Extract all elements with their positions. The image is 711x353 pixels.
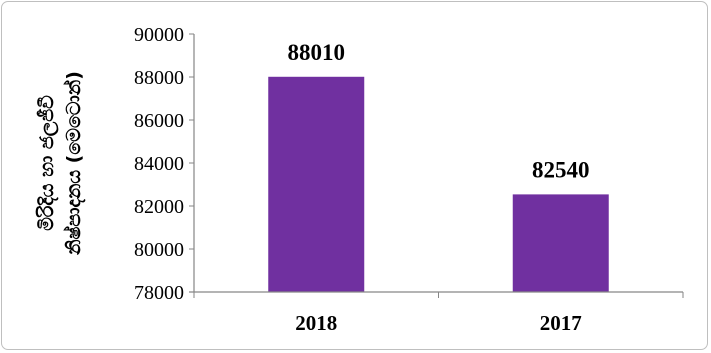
x-category-label: 2017 <box>540 311 582 335</box>
y-axis-title: මිරිදිය හා ජලජීවී නිෂ්පාදනය (මෙටොන්) <box>36 71 86 256</box>
y-tick-label: 90000 <box>134 24 184 46</box>
data-labels: 88010 82540 <box>288 40 590 183</box>
data-label: 82540 <box>532 157 590 182</box>
bar-2017 <box>512 194 609 292</box>
y-axis-title-line-2: නිෂ්පාදනය (මෙටොන්) <box>63 71 86 256</box>
data-label: 88010 <box>288 40 346 65</box>
y-tick-label: 86000 <box>134 110 184 132</box>
y-tick-label: 84000 <box>134 153 184 175</box>
y-axis-title-line-1: මිරිදිය හා ජලජීවී <box>36 95 59 231</box>
y-tick-label: 88000 <box>134 67 184 89</box>
y-axis-ticks: 78000 80000 82000 84000 86000 88000 90000 <box>134 24 184 304</box>
y-tick-label: 78000 <box>134 282 184 304</box>
bar-2018 <box>268 76 365 292</box>
category-labels: 2018 2017 <box>295 311 582 335</box>
y-tick-label: 80000 <box>134 239 184 261</box>
axes <box>189 33 684 298</box>
y-tick-label: 82000 <box>134 196 184 218</box>
x-category-label: 2018 <box>295 311 337 335</box>
bars <box>268 76 609 292</box>
